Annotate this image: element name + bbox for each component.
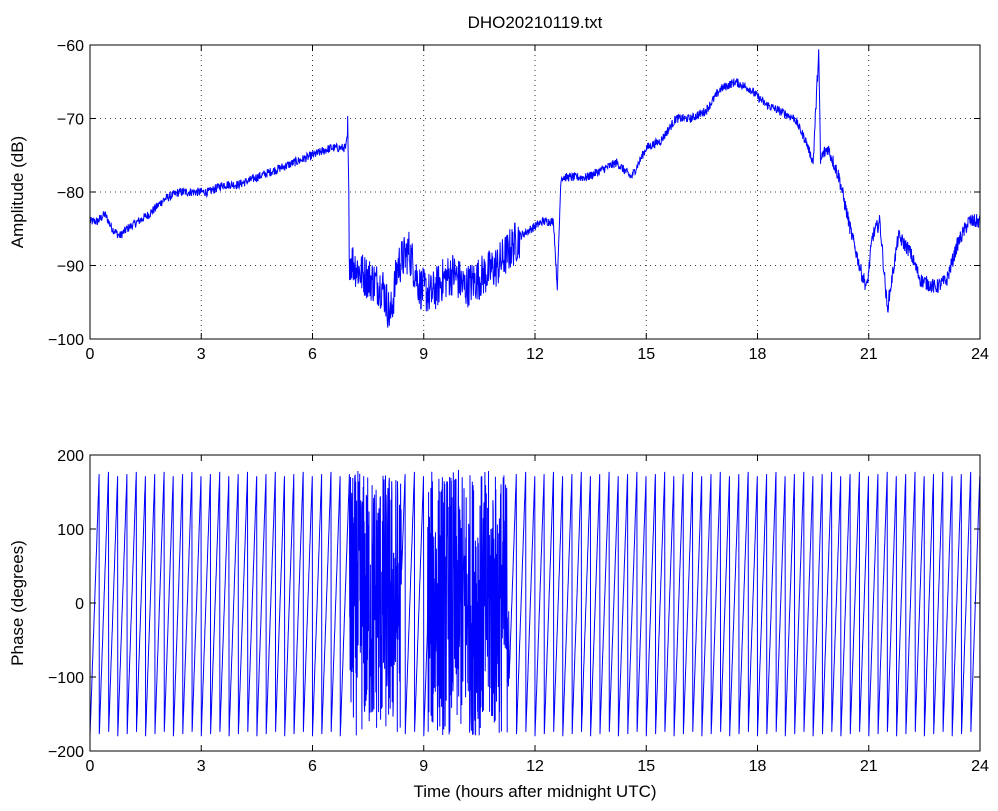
- phase-ytick-label: −100: [48, 670, 84, 687]
- phase-xtick-label: 24: [971, 758, 989, 775]
- phase-xtick-label: 15: [637, 758, 655, 775]
- amplitude-xtick-label: 15: [637, 346, 655, 363]
- phase-ticks: 0 3 6 9 12 15 18 21 24 −200 −100 0 100 200: [48, 448, 989, 775]
- amplitude-ticks: 0 3 6 9 12 15 18 21 24 −100 −90 −80 −70 −60: [48, 38, 989, 363]
- amplitude-xtick-label: 9: [419, 346, 428, 363]
- amplitude-series-group: [89, 49, 981, 328]
- phase-xlabel: Time (hours after midnight UTC): [413, 782, 656, 801]
- amplitude-ytick-label: −70: [57, 112, 84, 129]
- phase-ylabel: Phase (degrees): [8, 540, 27, 666]
- amplitude-series-line: [89, 49, 981, 328]
- phase-xtick-label: 12: [526, 758, 544, 775]
- amplitude-ytick-label: −90: [57, 259, 84, 276]
- phase-ytick-label: −200: [48, 744, 84, 761]
- amplitude-ytick-label: −80: [57, 185, 84, 202]
- amplitude-grid: [90, 45, 980, 339]
- amplitude-ytick-label: −100: [48, 332, 84, 349]
- phase-series-group: [89, 469, 981, 737]
- phase-xtick-label: 18: [749, 758, 767, 775]
- phase-xtick-label: 0: [86, 758, 95, 775]
- amplitude-panel: 0 3 6 9 12 15 18 21 24 −100 −90 −80 −70 −60 DHO202101…: [8, 13, 989, 363]
- phase-ytick-label: 100: [57, 522, 84, 539]
- phase-series-line: [89, 469, 981, 737]
- amplitude-xtick-label: 21: [860, 346, 878, 363]
- amplitude-ytick-label: −60: [57, 38, 84, 55]
- amplitude-xtick-label: 18: [749, 346, 767, 363]
- amplitude-xtick-label: 0: [86, 346, 95, 363]
- amplitude-xtick-label: 3: [197, 346, 206, 363]
- phase-ytick-label: 0: [75, 596, 84, 613]
- phase-xtick-label: 3: [197, 758, 206, 775]
- phase-panel: 0 3 6 9 12 15 18 21 24 −200 −100 0 100 200 Time (hour…: [8, 448, 989, 801]
- amplitude-title: DHO20210119.txt: [468, 13, 603, 32]
- phase-ytick-label: 200: [57, 448, 84, 465]
- amplitude-xtick-label: 6: [308, 346, 317, 363]
- phase-xtick-label: 21: [860, 758, 878, 775]
- phase-xtick-label: 9: [419, 758, 428, 775]
- amplitude-ylabel: Amplitude (dB): [8, 136, 27, 248]
- phase-xtick-label: 6: [308, 758, 317, 775]
- amplitude-xtick-label: 12: [526, 346, 544, 363]
- amplitude-xtick-label: 24: [971, 346, 989, 363]
